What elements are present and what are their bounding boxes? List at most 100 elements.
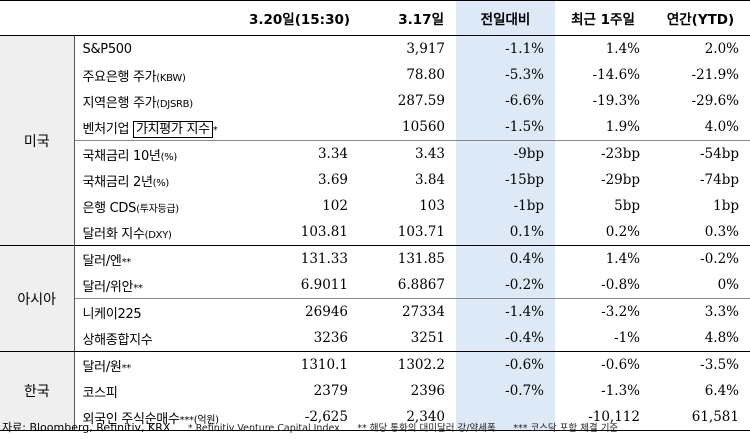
- row-label-suffix: (DJSRB): [156, 98, 193, 110]
- value-ytd: -21.9%: [691, 67, 739, 83]
- value-date1: -2,625: [249, 404, 359, 431]
- value-daily-change: -1.5%: [456, 114, 555, 141]
- value-date1: 6.9011: [249, 272, 359, 299]
- row-label-suffix: *: [212, 124, 218, 136]
- header-blank-name: [74, 0, 249, 36]
- row-label-text: 달러/엔: [82, 253, 122, 269]
- row-label-suffix: **: [121, 362, 132, 374]
- row-label: 외국인 주식순매수***(억원): [74, 404, 249, 431]
- value-daily-change: 0.4%: [456, 245, 555, 272]
- row-label: 주요은행 주가(KBW): [74, 62, 249, 88]
- value-date2: 103.71: [359, 219, 456, 246]
- value-date2: 103: [419, 198, 445, 214]
- value-daily-change: -0.4%: [456, 325, 555, 352]
- value-date2: 10560: [359, 114, 456, 141]
- row-label: 달러/엔**: [74, 246, 249, 273]
- value-date1: [249, 62, 359, 88]
- row-label-text: 달러/위안: [82, 279, 134, 295]
- value-date2: 3251: [359, 325, 456, 352]
- row-label: 국채금리 10년(%): [74, 141, 249, 168]
- row-label: 상해종합지수: [74, 325, 249, 352]
- row-label-text: 달러화 지수: [82, 226, 145, 242]
- value-week: -1%: [555, 325, 651, 352]
- region-label-korea: 한국: [0, 351, 75, 431]
- value-date2: 1302.2: [397, 357, 445, 373]
- value-ytd: 61,581: [651, 404, 750, 431]
- value-ytd: 6.4%: [704, 383, 739, 399]
- value-week: -29bp: [600, 172, 640, 188]
- row-label-suffix: (%): [160, 151, 178, 163]
- region-label-us: 미국: [0, 35, 75, 246]
- value-daily-change: -6.6%: [456, 88, 555, 114]
- row-label: 달러화 지수(DXY): [74, 219, 249, 246]
- value-date2: 287.59: [397, 93, 445, 109]
- region-label-asia: 아시아: [0, 245, 75, 352]
- table-row: 상해종합지수 3236 3251 -0.4% -1% 4.8%: [0, 325, 750, 352]
- header-blank-region: [0, 0, 74, 36]
- value-date1: [249, 88, 359, 114]
- value-ytd: -74bp: [699, 172, 739, 188]
- value-daily-change: -0.6%: [456, 351, 555, 378]
- value-ytd: -0.2%: [700, 251, 739, 267]
- row-label-suffix: **: [133, 282, 143, 294]
- row-label: 국채금리 2년(%): [74, 167, 249, 193]
- header-col-daily-change: 전일대비: [456, 0, 555, 36]
- table-row: 국채금리 10년(%) 3.34 3.43 -9bp -23bp -54bp: [0, 140, 750, 168]
- value-date1: 103.81: [249, 219, 359, 246]
- value-week: 1.4%: [605, 41, 640, 57]
- header-col-ytd: 연간(YTD): [651, 0, 750, 36]
- row-label: 니케이225: [74, 299, 249, 326]
- row-label-text: 벤처기업: [82, 121, 133, 137]
- value-daily-change: -1.4%: [456, 298, 555, 325]
- row-label-text: 외국인 주식순매수: [82, 411, 180, 427]
- row-label-text: 국채금리 10년: [82, 148, 161, 164]
- row-label-suffix: (KBW): [156, 72, 186, 84]
- value-week: -23bp: [600, 146, 640, 162]
- value-date2: 6.8867: [359, 272, 456, 299]
- value-week: -19.3%: [592, 93, 640, 109]
- value-date2: 3,917: [406, 41, 445, 57]
- value-daily-change: -1.1%: [456, 35, 555, 62]
- value-date2: 78.80: [406, 67, 445, 83]
- table-row: 달러화 지수(DXY) 103.81 103.71 0.1% 0.2% 0.3%: [0, 219, 750, 246]
- value-date1: [249, 36, 359, 63]
- value-date1: 3236: [249, 325, 359, 352]
- header-col-week: 최근 1주일: [555, 0, 651, 36]
- value-ytd: 0%: [651, 272, 750, 299]
- value-week: -14.6%: [592, 67, 640, 83]
- table-row: 아시아 달러/엔** 131.33 131.85 0.4% 1.4% -0.2%: [0, 245, 750, 352]
- value-ytd: 3.3%: [704, 304, 739, 320]
- value-date2: 27334: [402, 304, 445, 320]
- table-row: 벤처기업 가치평가 지수 * 10560 -1.5% 1.9% 4.0%: [0, 114, 750, 141]
- value-ytd: 1bp: [713, 198, 739, 214]
- value-ytd: -29.6%: [691, 93, 739, 109]
- row-label: 지역은행 주가(DJSRB): [74, 88, 249, 114]
- footnote-2: ** 해당 통화의 대미달러 강/약세폭: [357, 423, 496, 434]
- value-daily-change: 0.1%: [456, 219, 555, 246]
- value-daily-change: -5.3%: [456, 62, 555, 88]
- row-label-text: 지역은행 주가: [82, 95, 157, 111]
- footnote-3: *** 코스닥 포함 체결 기준: [513, 423, 619, 434]
- row-label: 달러/원**: [74, 352, 249, 379]
- header-col-date1: 3.20일(15:30): [249, 0, 359, 36]
- value-date1: 3.34: [317, 146, 348, 162]
- value-daily-change: -0.2%: [456, 272, 555, 299]
- value-date2: 3.84: [414, 172, 445, 188]
- table-row: 외국인 주식순매수***(억원) -2,625 2,340 -10,112 61,581: [0, 404, 750, 431]
- value-ytd: 4.0%: [651, 114, 750, 141]
- row-label-text: 상해종합지수: [82, 332, 153, 348]
- value-date2: 2,340: [359, 404, 456, 431]
- row-label-boxed-text: 가치평가 지수: [132, 120, 213, 138]
- value-week: 0.2%: [555, 219, 651, 246]
- table-row: 한국 달러/원** 1310.1 1302.2 -0.6% -0.6% -3.5%: [0, 351, 750, 431]
- row-label-text: 은행 CDS: [82, 200, 137, 216]
- value-week: 5bp: [614, 198, 640, 214]
- value-week: 1.9%: [555, 114, 651, 141]
- row-label: 은행 CDS(투자등급): [74, 193, 249, 219]
- table-row: 주요은행 주가(KBW) 78.80 -5.3% -14.6% -21.9%: [0, 62, 750, 88]
- row-label-text: S&P500: [82, 41, 133, 57]
- table-row: 코스피 2379 2396 -0.7% -1.3% 6.4%: [0, 378, 750, 404]
- table-row: 니케이225 26946 27334 -1.4% -3.2% 3.3%: [0, 298, 750, 326]
- value-date1: 1310.1: [300, 357, 348, 373]
